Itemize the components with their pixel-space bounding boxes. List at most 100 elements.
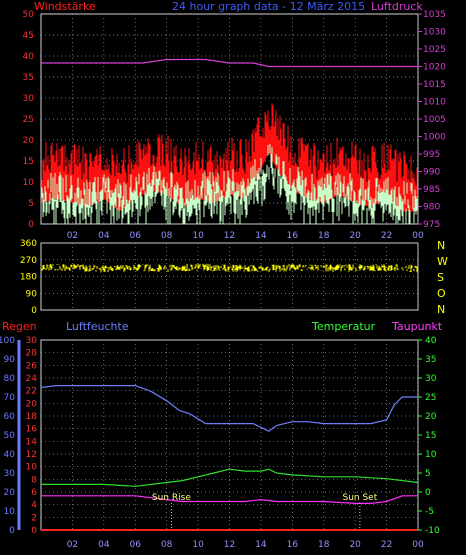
pressure-series	[41, 58, 418, 68]
wind-layer	[41, 58, 418, 224]
x-tick-lower-20: 20	[349, 540, 361, 550]
legend-humidity: Luftfeuchte	[66, 320, 129, 333]
y-tick-humidity-50: 50	[4, 431, 16, 441]
temperature-series	[41, 468, 419, 487]
sunset-label: Sun Set	[342, 493, 377, 503]
x-tick-lower-22: 22	[381, 540, 392, 550]
y-tick-humidity-90: 90	[4, 355, 16, 365]
y-tick-pressure-990: 990	[423, 168, 440, 178]
y-tick-humidity-0: 0	[9, 526, 15, 536]
y-tick-pressure-1035: 1035	[423, 10, 446, 20]
y-tick-temp--5: -5	[425, 507, 434, 517]
compass-s: S	[437, 271, 444, 284]
y-tick-temp-40: 40	[425, 336, 437, 346]
direction-layer	[41, 263, 418, 273]
y-tick-wind-45: 45	[23, 31, 34, 41]
y-tick-wind-10: 10	[23, 178, 35, 188]
y-tick-wind-20: 20	[23, 136, 35, 146]
y-tick-temp-0: 0	[425, 488, 431, 498]
y-tick-wind-15: 15	[23, 157, 34, 167]
y-tick-pressure-1005: 1005	[423, 115, 446, 125]
y-tick-humidity-30: 30	[4, 469, 16, 479]
y-tick-humidity-80: 80	[4, 374, 16, 384]
x-tick-lower-12: 12	[224, 540, 235, 550]
y-tick-wind-35: 35	[23, 73, 34, 83]
x-tick-wind-06: 06	[130, 231, 142, 241]
y-tick-wind-30: 30	[23, 94, 35, 104]
chart-title: 24 hour graph data - 12 März 2015	[172, 0, 365, 13]
humidity-series	[40, 385, 418, 432]
y-tick-rain-4: 4	[31, 501, 37, 511]
y-tick-humidity-20: 20	[4, 488, 16, 498]
x-tick-wind-00: 00	[412, 231, 424, 241]
lower-layer: Sun Rise Sun Set	[40, 385, 419, 531]
x-tick-lower-00: 00	[412, 540, 424, 550]
legend-temperature: Temperatur	[311, 320, 376, 333]
y-tick-temp-30: 30	[425, 374, 437, 384]
y-tick-rain-8: 8	[31, 475, 37, 485]
y-tick-rain-2: 2	[31, 513, 37, 523]
y-tick-pressure-1010: 1010	[423, 98, 446, 108]
y-tick-rain-12: 12	[26, 450, 37, 460]
y-tick-rain-30: 30	[26, 336, 38, 346]
y-tick-dir-90: 90	[26, 289, 38, 299]
y-tick-pressure-1025: 1025	[423, 45, 446, 55]
grid-layer	[41, 14, 419, 530]
axis-layer: 0202040406060808101012121414161618182020…	[0, 10, 446, 550]
y-tick-rain-20: 20	[26, 399, 38, 409]
x-tick-wind-20: 20	[349, 231, 361, 241]
pressure-title: Luftdruck	[371, 0, 423, 13]
y-tick-rain-6: 6	[31, 488, 37, 498]
x-tick-wind-16: 16	[287, 231, 299, 241]
x-tick-wind-10: 10	[192, 231, 204, 241]
compass-o: O	[437, 287, 446, 300]
x-tick-wind-18: 18	[318, 231, 330, 241]
y-tick-dir-270: 270	[20, 256, 37, 266]
y-tick-rain-26: 26	[26, 361, 38, 371]
y-tick-pressure-995: 995	[423, 150, 440, 160]
x-tick-lower-18: 18	[318, 540, 330, 550]
y-tick-wind-0: 0	[28, 220, 34, 230]
direction-series	[41, 263, 418, 273]
x-tick-wind-04: 04	[98, 231, 110, 241]
x-tick-lower-16: 16	[287, 540, 299, 550]
y-tick-pressure-1000: 1000	[423, 133, 446, 143]
y-tick-humidity-10: 10	[4, 507, 16, 517]
wind-title: Windstärke	[34, 0, 96, 13]
y-tick-pressure-1020: 1020	[423, 63, 446, 73]
y-tick-dir-180: 180	[20, 273, 37, 283]
y-tick-temp-20: 20	[425, 412, 437, 422]
y-tick-temp-35: 35	[425, 355, 436, 365]
y-tick-wind-5: 5	[28, 199, 34, 209]
y-tick-temp-5: 5	[425, 469, 431, 479]
y-tick-rain-14: 14	[26, 437, 38, 447]
y-tick-dir-0: 0	[31, 306, 37, 316]
y-tick-rain-28: 28	[26, 349, 38, 359]
y-tick-humidity-40: 40	[4, 450, 16, 460]
x-tick-lower-10: 10	[192, 540, 204, 550]
compass-n-bottom: N	[437, 303, 445, 316]
x-tick-lower-04: 04	[98, 540, 110, 550]
y-tick-humidity-60: 60	[4, 412, 16, 422]
x-tick-wind-14: 14	[255, 231, 267, 241]
x-tick-lower-08: 08	[161, 540, 173, 550]
y-tick-temp-15: 15	[425, 431, 436, 441]
y-tick-rain-10: 10	[26, 463, 38, 473]
x-tick-lower-14: 14	[255, 540, 267, 550]
y-tick-humidity-100: 100	[0, 336, 15, 346]
y-tick-temp-10: 10	[425, 450, 437, 460]
x-tick-wind-22: 22	[381, 231, 392, 241]
mean-wind-series	[41, 144, 418, 224]
y-tick-pressure-1015: 1015	[423, 80, 446, 90]
y-tick-rain-24: 24	[26, 374, 38, 384]
y-tick-rain-18: 18	[26, 412, 38, 422]
legend-rain: Regen	[2, 320, 37, 333]
y-tick-pressure-980: 980	[423, 203, 440, 213]
y-tick-rain-0: 0	[31, 526, 37, 536]
y-tick-pressure-975: 975	[423, 220, 440, 230]
y-tick-pressure-1030: 1030	[423, 28, 446, 38]
sunrise-label: Sun Rise	[152, 493, 191, 503]
y-tick-pressure-985: 985	[423, 185, 440, 195]
y-tick-temp--10: -10	[425, 526, 440, 536]
